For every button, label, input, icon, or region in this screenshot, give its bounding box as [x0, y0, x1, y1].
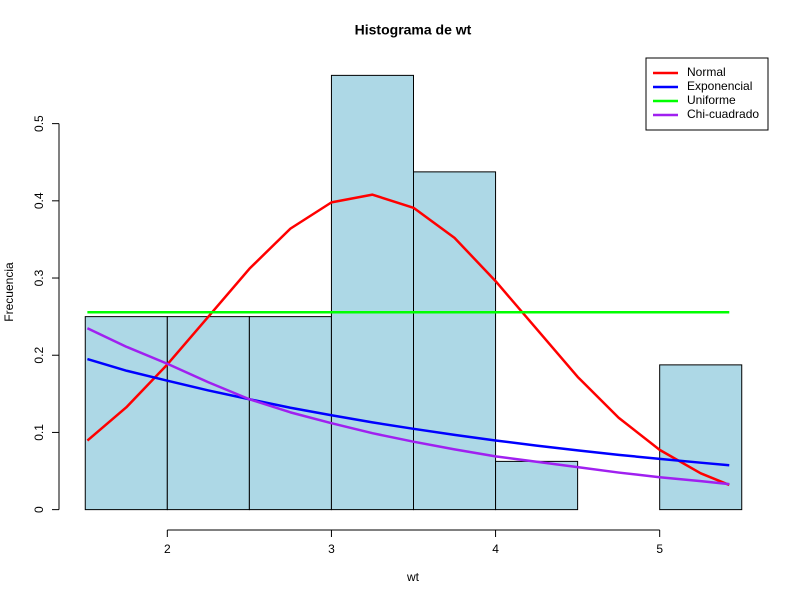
density-curve	[86, 327, 730, 486]
x-tick-label: 2	[164, 542, 171, 556]
legend-label: Uniforme	[687, 93, 736, 107]
y-tick-label: 0.5	[32, 115, 46, 132]
bar	[166, 316, 250, 511]
y-tick-label: 0.4	[32, 192, 46, 209]
bar	[495, 460, 579, 511]
y-tick-label: 0.2	[32, 347, 46, 364]
density-curve	[86, 193, 730, 487]
legend-label: Normal	[687, 65, 726, 79]
x-axis-title: wt	[406, 570, 420, 584]
legend-label: Chi-cuadrado	[687, 107, 759, 121]
x-tick-label: 3	[328, 542, 335, 556]
legend-box	[645, 57, 769, 131]
y-axis-title: Frecuencia	[2, 262, 16, 322]
y-tick-label: 0.3	[32, 269, 46, 286]
chart-title: Histograma de wt	[355, 22, 472, 38]
bar	[659, 364, 743, 511]
legend-label: Exponencial	[687, 79, 752, 93]
density-curve	[87, 357, 730, 467]
bar	[84, 316, 168, 511]
bar	[413, 171, 497, 511]
bar	[330, 74, 415, 511]
y-tick-label: 0	[32, 506, 46, 513]
x-tick-label: 5	[656, 542, 663, 556]
y-tick-label: 0.1	[32, 424, 46, 441]
x-tick-label: 4	[492, 542, 499, 556]
